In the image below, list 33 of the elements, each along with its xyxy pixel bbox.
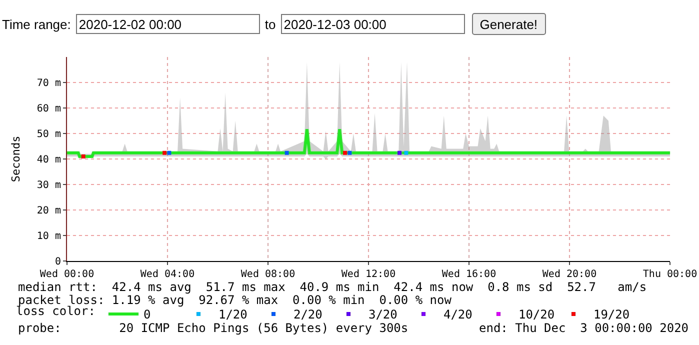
- x-tick-label: Wed 12:00: [341, 269, 396, 280]
- legend-label: 1/20: [218, 308, 248, 322]
- legend-label: 3/20: [368, 308, 398, 322]
- text: packet loss: 1.19 % avg 92.67 % max 0.00 % min 0.00 % now: [18, 293, 452, 307]
- text: end: Thu Dec 3 00:00:00 2020: [479, 321, 689, 335]
- y-axis-title: Seconds: [10, 136, 23, 182]
- legend-label: 19/20: [593, 308, 630, 322]
- y-tick-label: 60 m: [36, 104, 61, 114]
- text: Time range:: [2, 16, 71, 32]
- x-tick-label: Wed 08:00: [240, 269, 296, 280]
- legend-title: loss color:: [16, 304, 96, 318]
- legend-label: 10/20: [518, 308, 555, 322]
- y-tick-label: 0: [54, 256, 61, 268]
- legend-label: 2/20: [293, 308, 322, 322]
- text: Generate!: [472, 13, 546, 35]
- legend-label: 4/20: [443, 308, 472, 322]
- x-tick-label: Wed 04:00: [140, 269, 195, 280]
- text: to: [264, 16, 276, 32]
- text: probe: 20 ICMP Echo Pings (56 Bytes) every 300s: [18, 321, 408, 335]
- y-tick-label: 10 m: [36, 231, 61, 242]
- y-tick-label: 70 m: [36, 78, 61, 89]
- x-tick-label: Wed 16:00: [442, 269, 496, 280]
- x-tick-label: Wed 00:00: [40, 269, 94, 280]
- y-tick-label: 40 m: [36, 154, 61, 166]
- x-tick-label: Wed 20:00: [542, 269, 597, 280]
- y-tick-label: 30 m: [36, 180, 61, 191]
- text: 2020-12-03 00:00: [280, 14, 465, 34]
- y-tick-label: 50 m: [36, 129, 61, 140]
- x-tick-label: Thu 00:00: [642, 269, 698, 280]
- legend-label: 0: [143, 308, 151, 322]
- y-tick-label: 20 m: [36, 206, 61, 216]
- text: median rtt: 42.4 ms avg 51.7 ms max 40.9 ms min 42.4 ms now 0.8 ms sd 52.7 am/s: [18, 280, 647, 294]
- text: 2020-12-02 00:00: [76, 14, 260, 34]
